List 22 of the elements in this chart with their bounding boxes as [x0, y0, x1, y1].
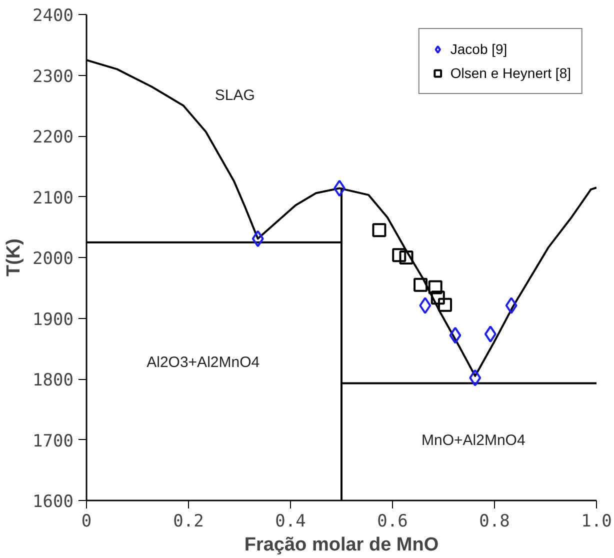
- x-tick-label: 0.6: [377, 512, 408, 532]
- x-axis-title: Fração molar de MnO: [244, 534, 439, 556]
- y-tick-label: 2200: [32, 128, 74, 148]
- y-tick-label: 2100: [32, 188, 74, 208]
- y-tick-label: 1900: [32, 310, 74, 330]
- y-tick-label: 1700: [32, 431, 74, 452]
- y-tick-label: 1600: [32, 492, 74, 512]
- y-axis-title: T(K): [4, 238, 25, 276]
- x-tick-label: 0.2: [173, 512, 204, 532]
- y-tick-label: 1800: [32, 370, 74, 390]
- y-tick-label: 2000: [32, 249, 74, 269]
- annotation: SLAG: [214, 87, 255, 104]
- x-tick-label: 1.0: [581, 512, 612, 532]
- x-tick-label: 0.4: [275, 512, 306, 532]
- x-tick-label: 0: [81, 512, 92, 532]
- y-tick-label: 2400: [32, 6, 74, 26]
- y-tick-label: 2300: [32, 66, 74, 87]
- x-tick-label: 0.8: [479, 512, 510, 532]
- legend-label: Jacob [9]: [450, 41, 508, 57]
- annotation: Al2O3+Al2MnO4: [146, 354, 260, 371]
- annotation: MnO+Al2MnO4: [422, 432, 526, 450]
- legend-label: Olsen e Heynert [8]: [450, 65, 571, 81]
